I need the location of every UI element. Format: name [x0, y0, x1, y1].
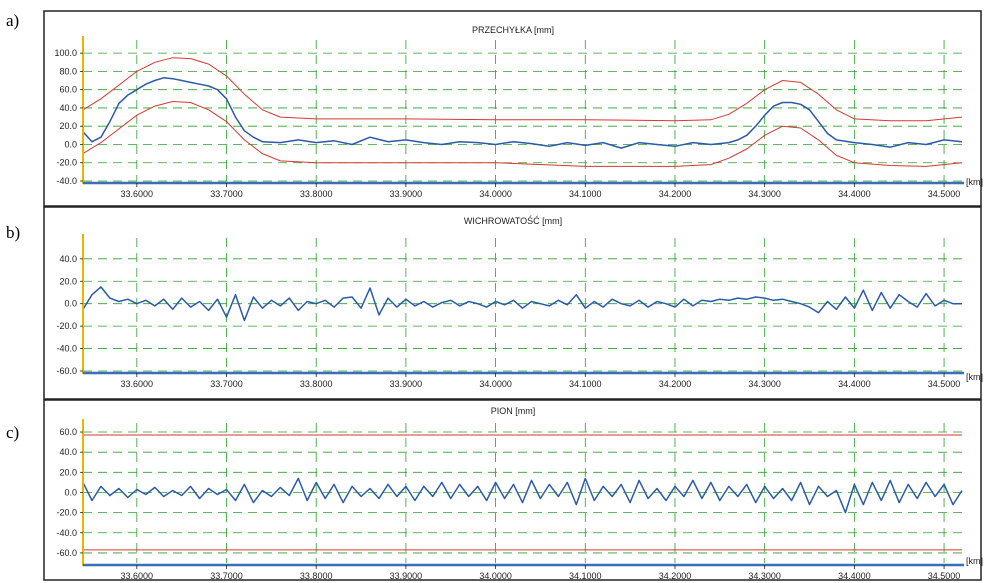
- x-tick-label: 33.7000: [210, 379, 243, 389]
- series-group: [82, 286, 962, 322]
- y-tick-label: 40.0: [59, 254, 77, 264]
- y-tick-label: -40.0: [56, 344, 77, 354]
- chart-title: WICHROWATOŚĆ [mm]: [464, 215, 562, 226]
- x-tick-label: 34.5000: [928, 379, 961, 389]
- y-tick-label: 0.0: [64, 139, 77, 149]
- panel-letter: a): [6, 11, 19, 30]
- x-tick-label: 33.6000: [121, 571, 154, 581]
- x-tick-label: 33.9000: [390, 189, 423, 199]
- series-line-signal: [82, 477, 963, 514]
- y-tick-label: -20.0: [56, 321, 77, 331]
- series-line-upper-limit: [82, 57, 963, 122]
- panel-frame: [43, 10, 982, 207]
- chart-title: PION [mm]: [491, 406, 536, 416]
- x-tick-label: 34.1000: [569, 379, 602, 389]
- x-tick-label: 34.4000: [838, 571, 871, 581]
- chart-title: PRZECHYŁKA [mm]: [472, 25, 554, 35]
- x-axis-unit: [km]: [966, 556, 983, 566]
- x-tick-label: 34.4000: [838, 379, 871, 389]
- x-tick-label: 34.1000: [569, 189, 602, 199]
- x-tick-label: 33.9000: [390, 571, 423, 581]
- x-tick-label: 34.5000: [928, 571, 961, 581]
- gridlines: [83, 238, 962, 372]
- y-tick-label: -20.0: [56, 158, 77, 168]
- x-tick-label: 34.3000: [748, 189, 781, 199]
- gridlines: [83, 40, 962, 182]
- x-tick-label: 33.8000: [300, 571, 333, 581]
- y-axis-ticks: 100.0 80.0 60.0 40.0 20.0 0.0 -20.0 -40.0: [54, 36, 84, 186]
- y-tick-label: -20.0: [56, 508, 77, 518]
- panel-letter: b): [6, 223, 20, 242]
- y-axis-ticks: 40.0 20.0 0.0 -20.0 -40.0 -60.0: [56, 234, 84, 376]
- y-tick-label: -40.0: [56, 528, 77, 538]
- y-tick-label: 0.0: [64, 299, 77, 309]
- x-tick-label: 33.7000: [210, 189, 243, 199]
- series-group: [82, 57, 963, 167]
- series-line-signal: [82, 77, 963, 149]
- x-tick-label: 34.0000: [479, 379, 512, 389]
- y-tick-label: 20.0: [59, 121, 77, 131]
- x-axis-ticks: 33.6000 33.7000 33.8000 33.9000 34.0000 34.10…: [83, 181, 964, 199]
- panel-a: a) PRZECHYŁKA [mm] 100.0 80.0 60.0 40.0 20.0…: [6, 10, 983, 207]
- x-tick-label: 34.1000: [569, 571, 602, 581]
- x-tick-label: 33.6000: [121, 189, 154, 199]
- y-tick-label: -60.0: [56, 366, 77, 376]
- x-tick-label: 33.7000: [210, 571, 243, 581]
- panel-c: c) PION [mm] 60.0 40.0 20.0 0.0 -20.0 -40.0 -6…: [6, 399, 983, 581]
- limit-lines: [83, 434, 962, 551]
- panel-b: b) WICHROWATOŚĆ [mm] 40.0 20.0 0.0 -20.0 -40…: [6, 206, 983, 400]
- y-tick-label: -60.0: [56, 548, 77, 558]
- y-axis-ticks: 60.0 40.0 20.0 0.0 -20.0 -40.0 -60.0: [56, 419, 84, 566]
- y-tick-label: 20.0: [59, 467, 77, 477]
- y-tick-label: 40.0: [59, 103, 77, 113]
- x-tick-label: 34.2000: [659, 379, 692, 389]
- x-tick-label: 33.9000: [390, 379, 423, 389]
- y-tick-label: -40.0: [56, 176, 77, 186]
- x-tick-label: 34.0000: [479, 571, 512, 581]
- x-tick-label: 34.3000: [748, 379, 781, 389]
- y-tick-label: 40.0: [59, 447, 77, 457]
- y-tick-label: 100.0: [54, 48, 77, 58]
- series-line-lower-limit: [82, 101, 963, 167]
- y-tick-label: 80.0: [59, 66, 77, 76]
- x-tick-label: 33.8000: [300, 189, 333, 199]
- y-tick-label: 60.0: [59, 427, 77, 437]
- x-tick-label: 33.6000: [121, 379, 154, 389]
- x-tick-label: 34.2000: [659, 189, 692, 199]
- panel-letter: c): [6, 423, 19, 442]
- x-tick-label: 34.5000: [928, 189, 961, 199]
- x-axis-ticks: 33.6000 33.7000 33.8000 33.9000 34.0000 34.10…: [83, 563, 964, 581]
- x-tick-label: 34.0000: [479, 189, 512, 199]
- x-axis-ticks: 33.6000 33.7000 33.8000 33.9000 34.0000 34.10…: [83, 371, 964, 389]
- y-tick-label: 20.0: [59, 276, 77, 286]
- series-group: [82, 477, 963, 514]
- x-axis-unit: [km]: [966, 372, 983, 382]
- x-axis-unit: [km]: [966, 177, 983, 187]
- x-tick-label: 34.3000: [748, 571, 781, 581]
- y-tick-label: 0.0: [64, 487, 77, 497]
- x-tick-label: 33.8000: [300, 379, 333, 389]
- series-line-signal: [82, 286, 962, 322]
- x-tick-label: 34.2000: [659, 571, 692, 581]
- y-tick-label: 60.0: [59, 85, 77, 95]
- x-tick-label: 34.4000: [838, 189, 871, 199]
- gridlines: [83, 423, 962, 563]
